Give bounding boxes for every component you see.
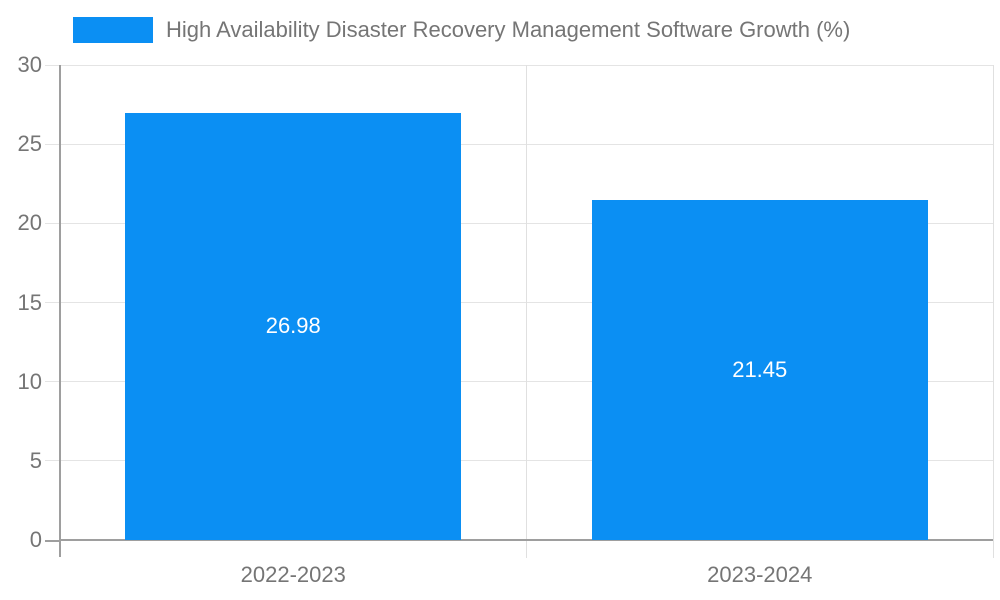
y-tick-mark bbox=[45, 460, 60, 462]
y-tick-label: 30 bbox=[17, 52, 42, 77]
y-tick-mark bbox=[45, 143, 60, 145]
y-tick-mark bbox=[45, 381, 60, 383]
y-tick-label: 25 bbox=[17, 131, 42, 157]
y-tick-mark bbox=[45, 64, 60, 66]
y-tick-label: 5 bbox=[29, 447, 42, 473]
y-tick-label: 10 bbox=[17, 368, 42, 394]
y-axis-line bbox=[59, 65, 61, 557]
y-tick-mark bbox=[45, 302, 60, 303]
x-tick-label: 2022-2023 bbox=[240, 562, 346, 587]
category-divider bbox=[526, 65, 527, 558]
legend-swatch bbox=[73, 17, 153, 43]
y-tick-label: 15 bbox=[17, 289, 42, 315]
y-tick-label: 20 bbox=[17, 210, 42, 236]
bar-value-label: 21.45 bbox=[732, 357, 788, 383]
x-tick-label: 2023-2024 bbox=[707, 562, 813, 587]
y-tick-mark bbox=[45, 539, 60, 542]
bar-value-label: 26.98 bbox=[265, 313, 321, 339]
bar bbox=[591, 200, 928, 540]
bar bbox=[125, 112, 462, 540]
y-tick-mark bbox=[45, 222, 60, 224]
category-divider bbox=[992, 65, 994, 558]
x-axis-line bbox=[60, 539, 993, 541]
legend-label: High Availability Disaster Recovery Mana… bbox=[166, 17, 851, 42]
chart-legend: High Availability Disaster Recovery Mana… bbox=[73, 17, 850, 43]
y-tick-label: 0 bbox=[29, 527, 42, 552]
